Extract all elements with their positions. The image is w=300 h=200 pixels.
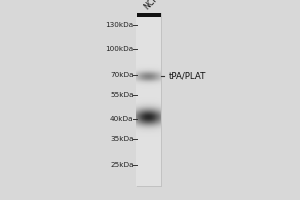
Text: NCI-H460: NCI-H460 <box>142 0 175 11</box>
Text: 55kDa: 55kDa <box>110 92 134 98</box>
Text: 130kDa: 130kDa <box>105 22 134 28</box>
Bar <box>136 13 160 186</box>
Text: 40kDa: 40kDa <box>110 116 134 122</box>
Text: 25kDa: 25kDa <box>110 162 134 168</box>
Text: 100kDa: 100kDa <box>105 46 134 52</box>
Bar <box>136 13 160 17</box>
Text: tPA/PLAT: tPA/PLAT <box>169 72 206 81</box>
Text: 35kDa: 35kDa <box>110 136 134 142</box>
Text: 70kDa: 70kDa <box>110 72 134 78</box>
